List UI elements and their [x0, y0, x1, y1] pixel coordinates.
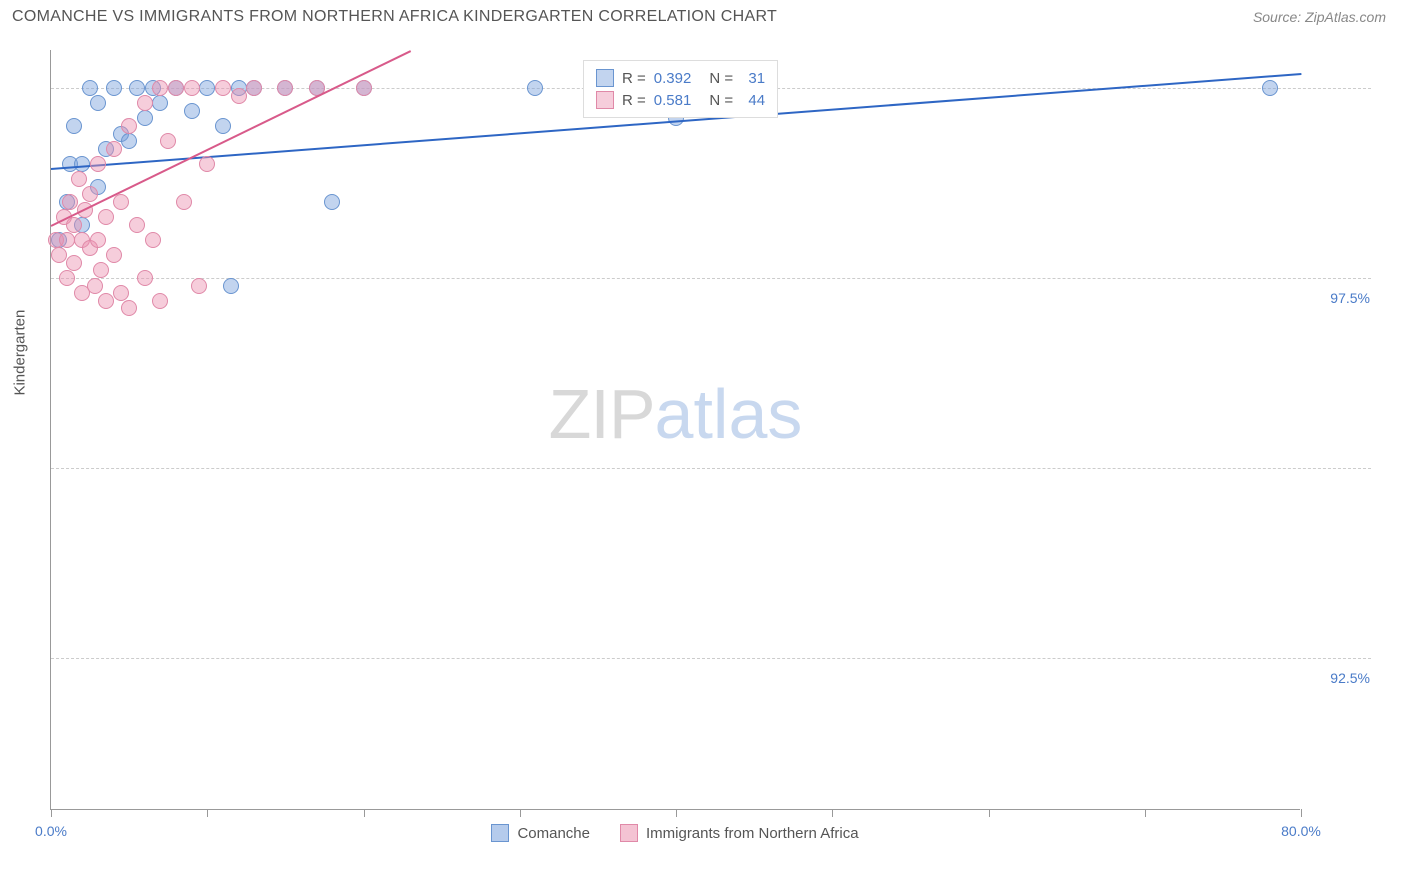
scatter-point — [90, 95, 106, 111]
scatter-point — [62, 194, 78, 210]
scatter-point — [93, 262, 109, 278]
chart-legend: Comanche Immigrants from Northern Africa — [50, 824, 1300, 842]
chart-header: COMANCHE VS IMMIGRANTS FROM NORTHERN AFR… — [0, 0, 1406, 30]
scatter-point — [527, 80, 543, 96]
scatter-point — [199, 80, 215, 96]
x-tick — [207, 809, 208, 817]
stats-n-label: N = — [709, 70, 733, 87]
x-tick — [989, 809, 990, 817]
stats-n-value: 31 — [741, 70, 765, 87]
scatter-point — [223, 278, 239, 294]
scatter-point — [145, 232, 161, 248]
scatter-point — [137, 270, 153, 286]
scatter-point — [59, 270, 75, 286]
scatter-point — [356, 80, 372, 96]
scatter-point — [82, 186, 98, 202]
scatter-point — [90, 232, 106, 248]
stats-r-label: R = — [622, 70, 646, 87]
x-tick — [520, 809, 521, 817]
chart-container: ZIPatlas 92.5%97.5%0.0%80.0%R =0.392N =3… — [50, 50, 1370, 810]
x-tick — [1145, 809, 1146, 817]
y-tick-label: 92.5% — [1330, 670, 1370, 686]
scatter-point — [59, 232, 75, 248]
scatter-point — [152, 293, 168, 309]
scatter-point — [184, 103, 200, 119]
scatter-point — [152, 95, 168, 111]
scatter-point — [129, 217, 145, 233]
stats-swatch — [596, 91, 614, 109]
x-tick — [364, 809, 365, 817]
x-tick — [1301, 809, 1302, 817]
scatter-point — [137, 110, 153, 126]
x-tick — [832, 809, 833, 817]
x-tick — [676, 809, 677, 817]
scatter-point — [74, 156, 90, 172]
trend-line — [51, 50, 411, 227]
scatter-point — [277, 80, 293, 96]
legend-label: Comanche — [517, 825, 590, 842]
scatter-point — [121, 133, 137, 149]
stats-row: R = 0.392 N = 31 — [596, 67, 765, 89]
legend-swatch — [620, 824, 638, 842]
scatter-point — [90, 156, 106, 172]
scatter-point — [121, 300, 137, 316]
y-tick-label: 97.5% — [1330, 290, 1370, 306]
x-tick — [51, 809, 52, 817]
scatter-point — [129, 80, 145, 96]
y-axis-label: Kindergarten — [12, 310, 29, 396]
scatter-point — [199, 156, 215, 172]
legend-item: Immigrants from Northern Africa — [620, 824, 859, 842]
scatter-point — [1262, 80, 1278, 96]
scatter-point — [71, 171, 87, 187]
gridline — [51, 658, 1371, 659]
scatter-point — [113, 285, 129, 301]
gridline — [51, 278, 1371, 279]
legend-swatch — [491, 824, 509, 842]
scatter-point — [113, 194, 129, 210]
watermark: ZIPatlas — [549, 374, 803, 454]
stats-row: R = 0.581 N = 44 — [596, 89, 765, 111]
scatter-point — [98, 293, 114, 309]
stats-n-label: N = — [709, 92, 733, 109]
scatter-point — [66, 255, 82, 271]
scatter-point — [106, 80, 122, 96]
legend-item: Comanche — [491, 824, 590, 842]
stats-r-label: R = — [622, 92, 646, 109]
scatter-point — [160, 133, 176, 149]
scatter-point — [168, 80, 184, 96]
watermark-part1: ZIP — [549, 375, 655, 453]
scatter-point — [215, 118, 231, 134]
chart-title: COMANCHE VS IMMIGRANTS FROM NORTHERN AFR… — [12, 8, 777, 26]
stats-box: R = 0.392 N = 31 R = 0.581 N = 44 — [583, 60, 778, 118]
scatter-point — [137, 95, 153, 111]
scatter-point — [82, 80, 98, 96]
watermark-part2: atlas — [655, 375, 803, 453]
scatter-point — [98, 209, 114, 225]
legend-label: Immigrants from Northern Africa — [646, 825, 859, 842]
scatter-point — [152, 80, 168, 96]
stats-n-value: 44 — [741, 92, 765, 109]
stats-r-value: 0.392 — [654, 70, 692, 87]
scatter-point — [66, 118, 82, 134]
scatter-point — [246, 80, 262, 96]
scatter-point — [106, 247, 122, 263]
scatter-point — [231, 88, 247, 104]
scatter-point — [106, 141, 122, 157]
scatter-point — [324, 194, 340, 210]
scatter-point — [121, 118, 137, 134]
scatter-point — [66, 217, 82, 233]
stats-r-value: 0.581 — [654, 92, 692, 109]
chart-source: Source: ZipAtlas.com — [1253, 9, 1386, 25]
scatter-point — [191, 278, 207, 294]
scatter-point — [176, 194, 192, 210]
scatter-point — [184, 80, 200, 96]
scatter-point — [215, 80, 231, 96]
stats-swatch — [596, 69, 614, 87]
scatter-point — [51, 247, 67, 263]
gridline — [51, 468, 1371, 469]
plot-area: ZIPatlas 92.5%97.5%0.0%80.0%R =0.392N =3… — [50, 50, 1300, 810]
scatter-point — [87, 278, 103, 294]
